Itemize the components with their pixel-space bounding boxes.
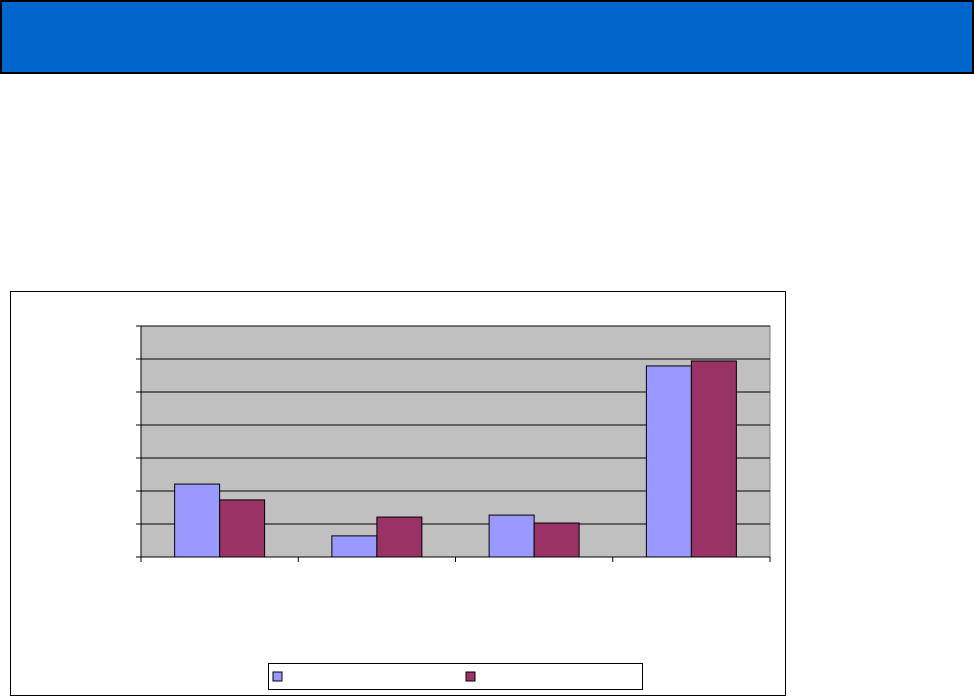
header-bar <box>0 0 974 74</box>
bar <box>376 516 423 558</box>
bar <box>645 365 692 558</box>
legend-swatch <box>272 671 283 682</box>
bar <box>219 499 266 558</box>
legend-swatch <box>465 671 476 682</box>
bar <box>690 360 737 558</box>
bar <box>533 522 580 558</box>
bar <box>488 514 535 558</box>
legend <box>268 663 643 690</box>
bar <box>331 535 378 558</box>
bar <box>174 483 221 558</box>
